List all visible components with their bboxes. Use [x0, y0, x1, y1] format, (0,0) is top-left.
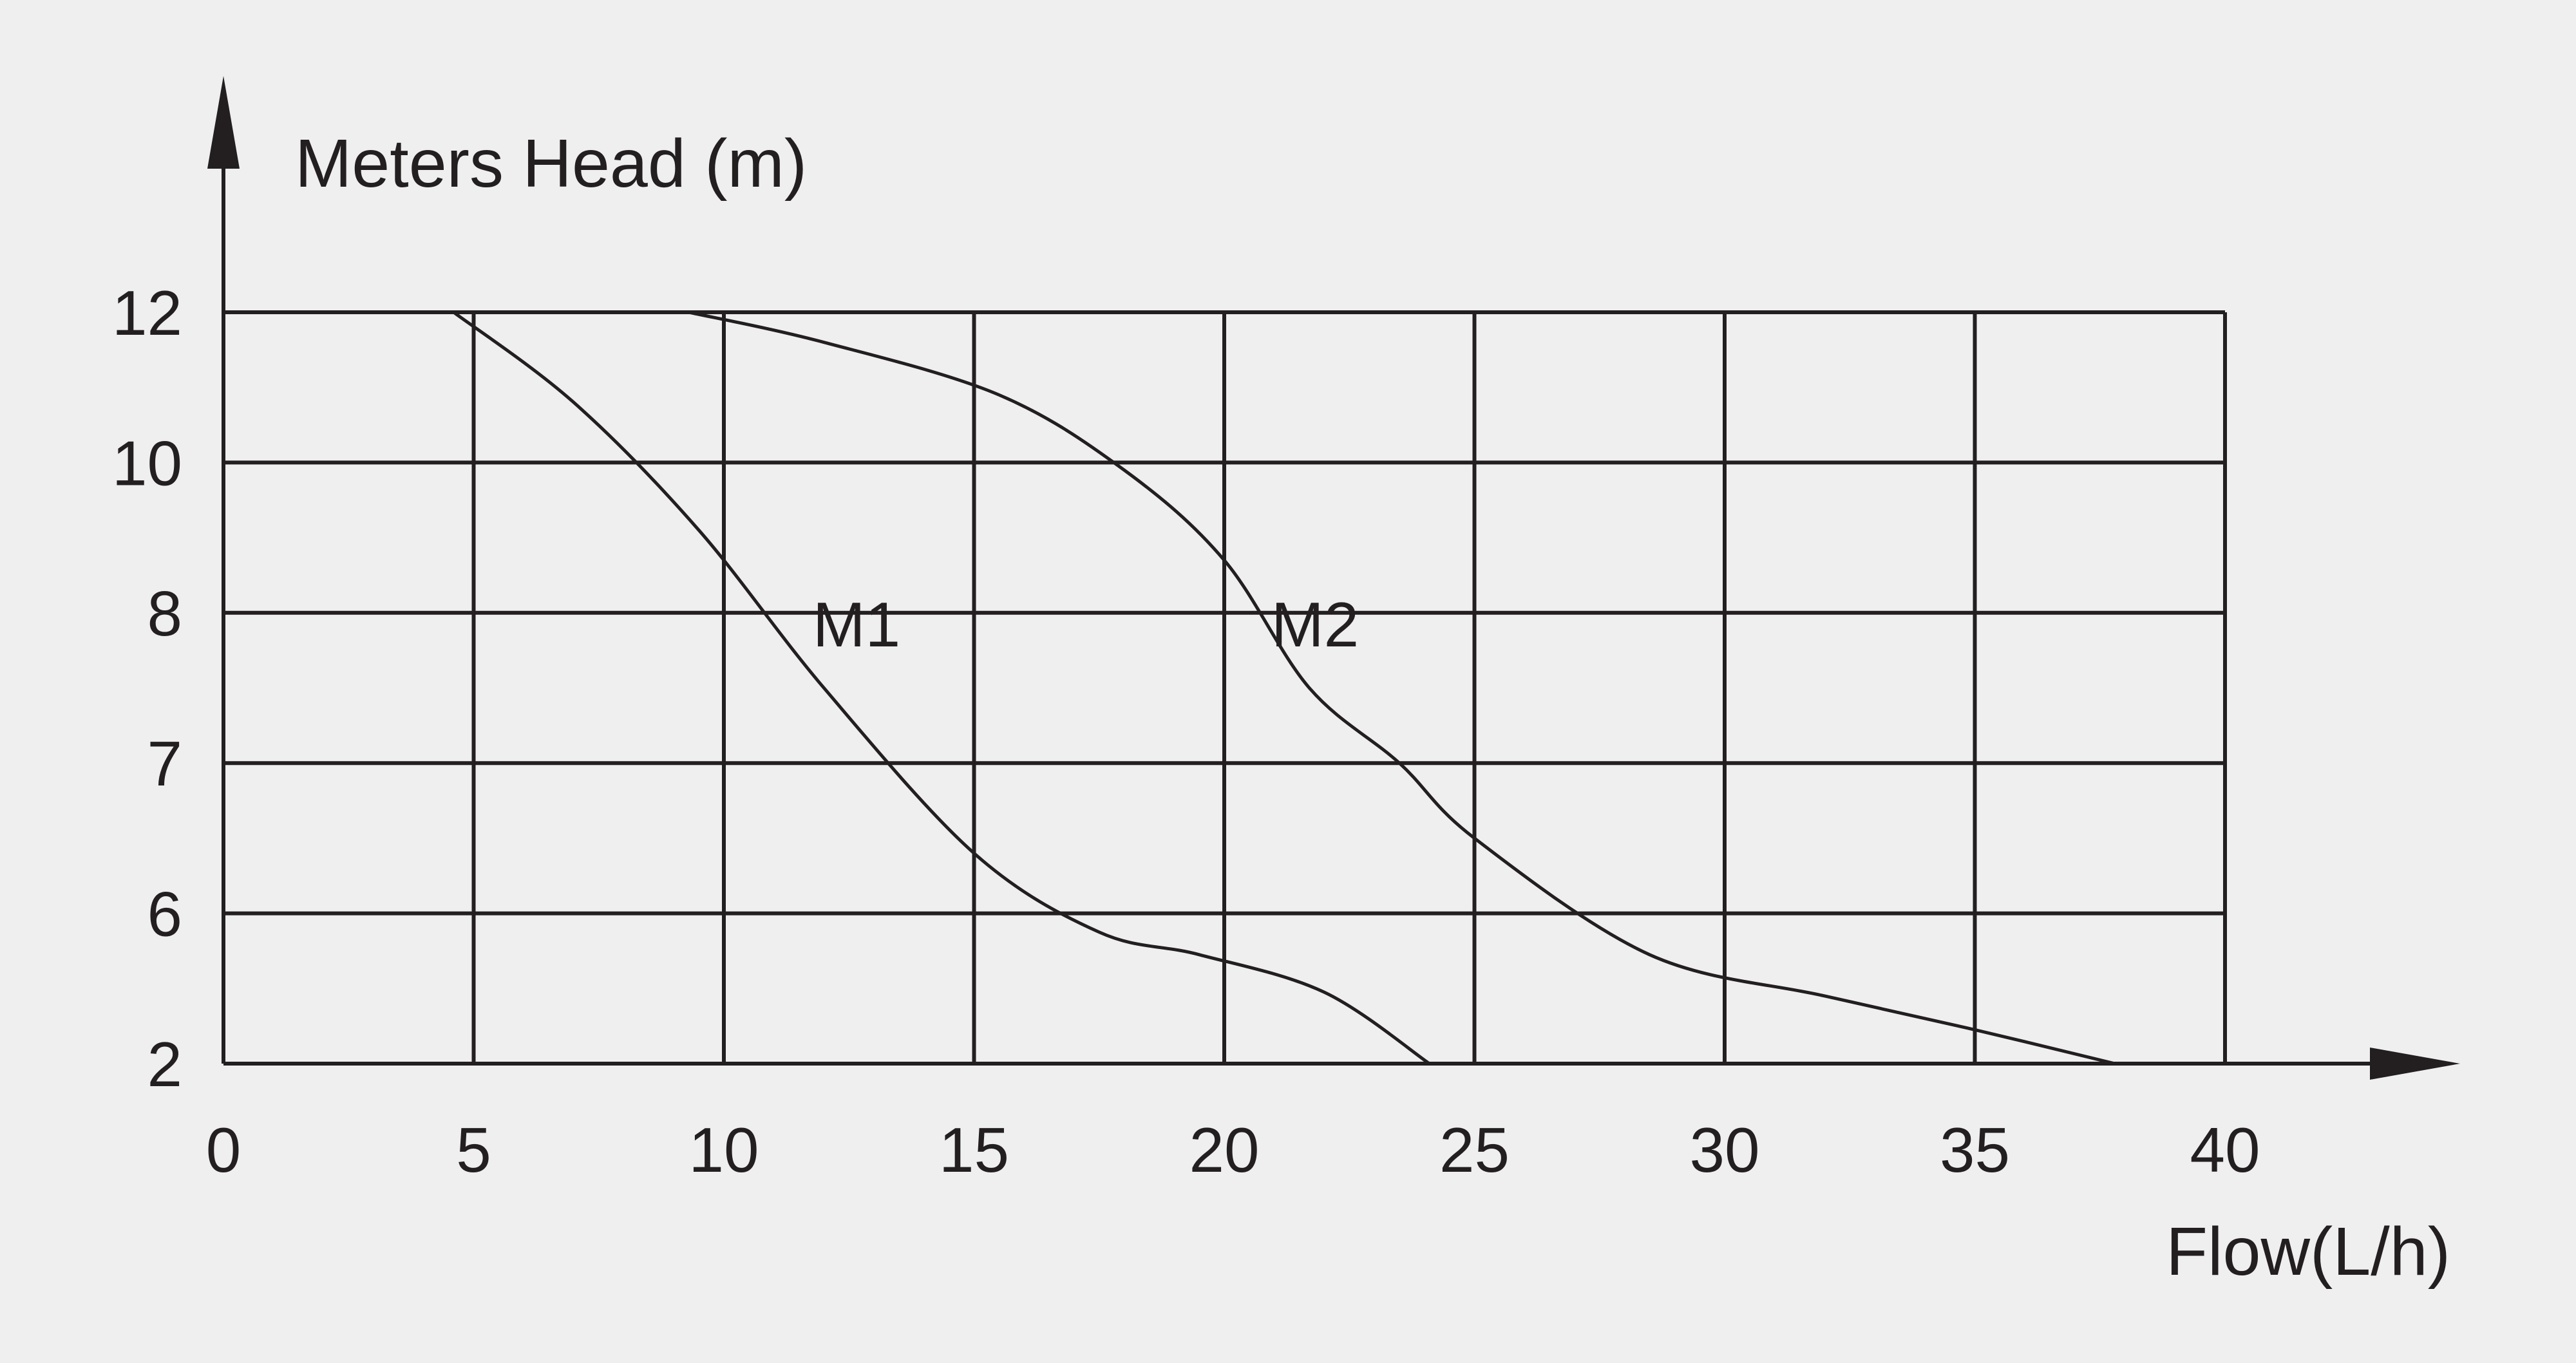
x-tick-label: 35 [1940, 1114, 2010, 1185]
axes [207, 76, 2460, 1080]
x-tick-label: 30 [1689, 1114, 1759, 1185]
y-tick-label: 12 [112, 277, 182, 348]
x-tick-labels: 0 5 10 15 20 25 30 35 40 [206, 1114, 2260, 1185]
y-tick-label: 8 [147, 578, 182, 649]
series-line-m1 [452, 311, 1430, 1066]
x-tick-label: 25 [1439, 1114, 1510, 1185]
x-axis-arrow [2370, 1048, 2460, 1080]
series-labels: M1 M2 [813, 589, 1359, 660]
y-axis-arrow [207, 76, 240, 169]
x-tick-label: 20 [1189, 1114, 1259, 1185]
x-tick-label: 10 [688, 1114, 759, 1185]
x-tick-label: 40 [2190, 1114, 2260, 1185]
y-tick-label: 2 [147, 1029, 182, 1100]
series-label-m2: M2 [1271, 589, 1359, 660]
grid [223, 310, 2227, 1064]
series-label-m1: M1 [813, 589, 900, 660]
y-tick-label: 6 [147, 879, 182, 950]
y-axis-title: Meters Head (m) [295, 126, 807, 202]
y-tick-label: 7 [147, 728, 182, 799]
y-tick-label: 10 [112, 428, 182, 498]
y-tick-labels: 2 6 7 8 10 12 [112, 277, 182, 1100]
x-tick-label: 0 [206, 1114, 242, 1185]
series-curves [452, 310, 2116, 1066]
x-tick-label: 15 [939, 1114, 1009, 1185]
x-axis-title: Flow(L/h) [2166, 1214, 2450, 1290]
x-tick-label: 5 [456, 1114, 491, 1185]
series-line-m2 [688, 310, 2116, 1066]
